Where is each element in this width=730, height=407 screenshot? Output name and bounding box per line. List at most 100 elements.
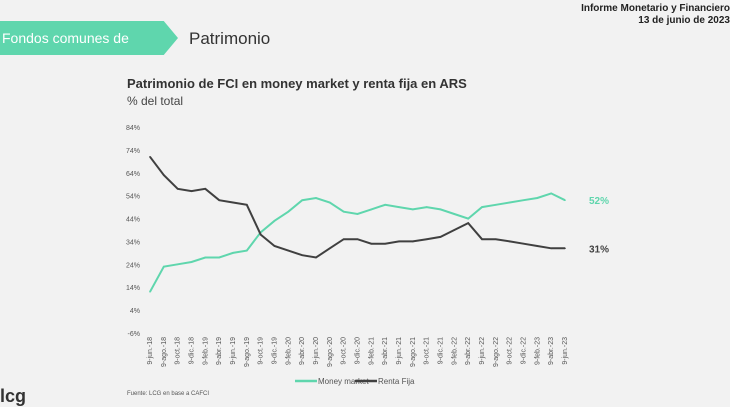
data-point bbox=[246, 204, 248, 206]
data-point bbox=[481, 238, 483, 240]
data-point bbox=[453, 213, 456, 215]
data-point bbox=[425, 238, 428, 240]
data-point bbox=[204, 256, 207, 259]
data-point bbox=[342, 238, 345, 240]
x-tick-label: 9-oct.-18 bbox=[175, 337, 182, 365]
x-tick-label: 9-abr.-19 bbox=[216, 337, 223, 365]
data-point bbox=[439, 208, 442, 211]
data-point bbox=[287, 249, 290, 252]
x-tick-label: 9-ago.-22 bbox=[493, 337, 500, 367]
data-point bbox=[522, 199, 525, 202]
y-tick-label: 44% bbox=[126, 217, 140, 224]
data-point bbox=[204, 188, 207, 190]
x-tick-label: 9-dic.-20 bbox=[355, 337, 362, 364]
y-tick-label: 14% bbox=[126, 285, 140, 292]
data-point bbox=[218, 199, 220, 202]
data-point bbox=[453, 229, 456, 231]
y-tick-label: 24% bbox=[126, 262, 140, 269]
data-point bbox=[356, 238, 359, 240]
data-point bbox=[384, 204, 386, 206]
x-tick-label: 9-oct.-21 bbox=[424, 337, 431, 365]
data-point bbox=[536, 197, 539, 199]
source-note: Fuente: LCG en base a CAFCI bbox=[127, 391, 210, 397]
data-point bbox=[273, 220, 276, 222]
x-tick-label: 9-jun.-23 bbox=[562, 337, 569, 365]
x-tick-label: 9-oct.-19 bbox=[258, 337, 265, 365]
data-point bbox=[315, 197, 317, 199]
data-point bbox=[536, 245, 539, 247]
data-point bbox=[176, 263, 179, 266]
x-tick-label: 9-abr.-23 bbox=[548, 337, 555, 365]
data-point bbox=[149, 291, 151, 293]
data-point bbox=[176, 188, 179, 190]
chart-title: Patrimonio de FCI en money market y rent… bbox=[127, 76, 467, 91]
series-line-money-market bbox=[149, 192, 566, 293]
x-tick-label: 9-jun.-18 bbox=[147, 337, 154, 365]
x-tick-label: 9-dic.-22 bbox=[521, 337, 528, 364]
data-point bbox=[550, 192, 552, 195]
data-point bbox=[412, 208, 414, 211]
legend-label: Renta Fija bbox=[378, 377, 415, 386]
data-point bbox=[550, 247, 552, 250]
x-tick-label: 9-abr.-21 bbox=[382, 337, 389, 365]
data-point bbox=[370, 208, 373, 211]
logo: lcg bbox=[0, 386, 27, 406]
data-point bbox=[342, 210, 345, 213]
x-tick-label: 9-dic.-21 bbox=[438, 337, 445, 364]
series-line-renta-fija bbox=[149, 156, 565, 259]
data-point bbox=[163, 265, 165, 268]
x-tick-label: 9-jun.-21 bbox=[396, 337, 403, 365]
x-tick-label: 9-dic.-19 bbox=[272, 337, 279, 364]
data-point bbox=[481, 206, 483, 208]
report-header: Informe Monetario y Financiero 13 de jun… bbox=[581, 3, 730, 27]
x-tick-label: 9-oct.-20 bbox=[341, 337, 348, 365]
x-tick-label: 9-abr.-20 bbox=[299, 337, 306, 365]
data-point bbox=[356, 213, 359, 215]
y-tick-label: 54% bbox=[126, 194, 140, 201]
data-point bbox=[232, 201, 234, 204]
data-point bbox=[564, 247, 566, 250]
data-point bbox=[508, 201, 511, 204]
y-tick-label: 34% bbox=[126, 239, 140, 246]
y-tick-label: 74% bbox=[126, 148, 140, 155]
data-point bbox=[467, 222, 469, 224]
y-tick-label: 84% bbox=[126, 125, 140, 132]
data-point bbox=[425, 206, 428, 208]
data-point bbox=[495, 238, 497, 240]
data-point bbox=[522, 242, 525, 245]
data-point bbox=[149, 155, 151, 158]
data-point bbox=[218, 256, 220, 259]
x-tick-label: 9-jun.-19 bbox=[230, 337, 237, 365]
data-point bbox=[301, 199, 303, 202]
data-point bbox=[246, 249, 248, 252]
report-date: 13 de junio de 2023 bbox=[638, 15, 730, 26]
data-point bbox=[232, 252, 234, 254]
data-point bbox=[370, 242, 373, 245]
x-tick-label: 9-ago.-21 bbox=[410, 337, 417, 367]
x-tick-label: 9-jun.-20 bbox=[313, 337, 320, 365]
legend-label: Money market bbox=[318, 377, 369, 386]
x-tick-label: 9-feb.-23 bbox=[534, 337, 541, 365]
y-tick-label: 4% bbox=[130, 308, 140, 315]
data-point bbox=[384, 242, 386, 245]
y-tick-label: 64% bbox=[126, 171, 140, 178]
data-point bbox=[508, 240, 511, 243]
y-tick-label: -6% bbox=[128, 331, 140, 338]
data-point bbox=[564, 199, 566, 202]
data-point bbox=[259, 233, 262, 236]
x-tick-label: 9-feb.-22 bbox=[451, 337, 458, 365]
end-value-label: 52% bbox=[589, 196, 609, 207]
data-point bbox=[287, 210, 290, 213]
data-point bbox=[315, 256, 317, 259]
data-point bbox=[190, 190, 193, 192]
end-value-label: 31% bbox=[589, 244, 609, 255]
subsection-title: Patrimonio bbox=[189, 29, 271, 48]
x-tick-label: 9-feb.-19 bbox=[202, 337, 209, 365]
x-tick-label: 9-ago.-19 bbox=[244, 337, 251, 367]
x-tick-label: 9-abr.-22 bbox=[465, 337, 472, 365]
data-point bbox=[398, 240, 400, 243]
data-point bbox=[329, 247, 331, 250]
data-point bbox=[163, 174, 165, 176]
data-point bbox=[439, 236, 442, 238]
